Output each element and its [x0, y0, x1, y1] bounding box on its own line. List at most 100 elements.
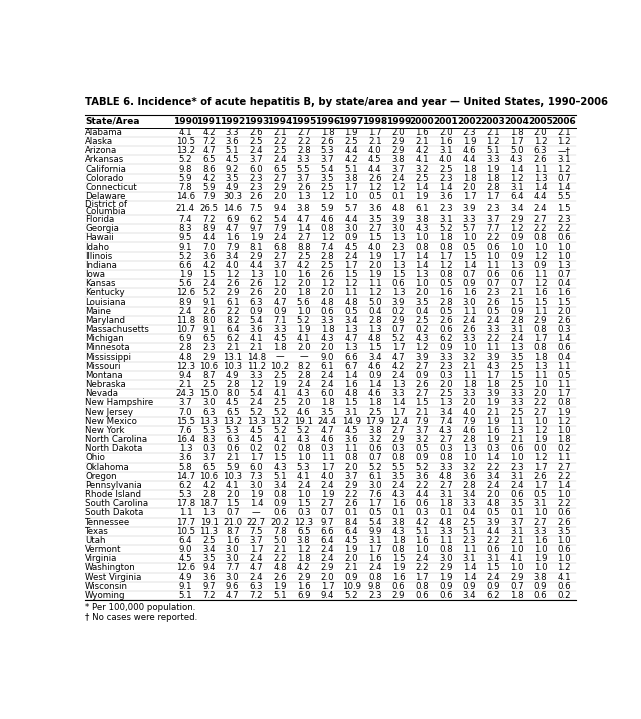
Text: 0.8: 0.8	[344, 454, 358, 462]
Text: 1.8: 1.8	[487, 174, 500, 183]
Text: 2.0: 2.0	[368, 261, 381, 270]
Text: 8.2: 8.2	[226, 316, 240, 325]
Text: 4.0: 4.0	[368, 242, 381, 252]
Text: 2.4: 2.4	[368, 564, 381, 572]
Text: 3.8: 3.8	[392, 155, 405, 165]
Text: 4.0: 4.0	[226, 261, 240, 270]
Text: 1.2: 1.2	[273, 279, 287, 288]
Text: 3.3: 3.3	[226, 128, 240, 137]
Text: 1.3: 1.3	[533, 174, 547, 183]
Text: 3.6: 3.6	[202, 572, 216, 582]
Text: 0.6: 0.6	[557, 344, 571, 352]
Text: 1.2: 1.2	[510, 174, 524, 183]
Text: 2.7: 2.7	[533, 518, 547, 526]
Text: 5.3: 5.3	[202, 426, 216, 435]
Text: 3.3: 3.3	[533, 527, 547, 536]
Text: 9.7: 9.7	[320, 518, 334, 526]
Text: 4.1: 4.1	[510, 554, 524, 563]
Text: 7.9: 7.9	[415, 417, 429, 426]
Text: 1.5: 1.5	[273, 454, 287, 462]
Text: 2.0: 2.0	[463, 398, 476, 408]
Text: 2.5: 2.5	[202, 536, 216, 545]
Text: 8.0: 8.0	[226, 389, 240, 398]
Text: 2.0: 2.0	[273, 288, 287, 298]
Text: District of: District of	[85, 201, 127, 209]
Text: 6.8: 6.8	[273, 242, 287, 252]
Text: 0.6: 0.6	[557, 582, 571, 591]
Text: 1.9: 1.9	[368, 252, 381, 261]
Text: 3.6: 3.6	[439, 192, 453, 201]
Text: 0.2: 0.2	[557, 444, 571, 453]
Text: 14.9: 14.9	[342, 417, 360, 426]
Text: 1.4: 1.4	[463, 564, 476, 572]
Text: 1.3: 1.3	[463, 444, 476, 453]
Text: 4.8: 4.8	[392, 203, 405, 213]
Text: 2.8: 2.8	[439, 298, 453, 306]
Text: 2.6: 2.6	[557, 518, 571, 526]
Text: 5.0: 5.0	[368, 298, 381, 306]
Text: 3.8: 3.8	[344, 174, 358, 183]
Text: 12.3: 12.3	[294, 518, 313, 526]
Text: 3.0: 3.0	[392, 224, 405, 233]
Text: 1.8: 1.8	[463, 174, 476, 183]
Text: 22.7: 22.7	[247, 518, 266, 526]
Text: 4.6: 4.6	[297, 408, 310, 416]
Text: 4.8: 4.8	[344, 389, 358, 398]
Text: 6.5: 6.5	[202, 155, 216, 165]
Text: 2.3: 2.3	[557, 215, 571, 224]
Text: 3.6: 3.6	[226, 137, 240, 146]
Text: 4.3: 4.3	[297, 435, 310, 444]
Text: 2.0: 2.0	[533, 389, 547, 398]
Text: 7.9: 7.9	[203, 192, 216, 201]
Text: 2.8: 2.8	[226, 380, 240, 389]
Text: 2.2: 2.2	[273, 137, 287, 146]
Text: 0.7: 0.7	[320, 508, 334, 518]
Text: 2.2: 2.2	[226, 307, 240, 316]
Text: Florida: Florida	[85, 215, 114, 224]
Text: 0.7: 0.7	[463, 270, 476, 279]
Text: 1.4: 1.4	[487, 454, 500, 462]
Text: 2.0: 2.0	[392, 128, 405, 137]
Text: 3.2: 3.2	[368, 435, 381, 444]
Text: 2005: 2005	[528, 116, 553, 126]
Text: 0.4: 0.4	[463, 508, 476, 518]
Text: 3.3: 3.3	[249, 371, 263, 380]
Text: 0.8: 0.8	[392, 454, 405, 462]
Text: 5.7: 5.7	[463, 224, 476, 233]
Text: 8.3: 8.3	[179, 224, 192, 233]
Text: 2.5: 2.5	[510, 380, 524, 389]
Text: 2.5: 2.5	[320, 261, 334, 270]
Text: 0.9: 0.9	[249, 307, 263, 316]
Text: 1.0: 1.0	[510, 454, 524, 462]
Text: 0.8: 0.8	[415, 242, 429, 252]
Text: 1.0: 1.0	[533, 242, 547, 252]
Text: 4.0: 4.0	[463, 408, 476, 416]
Text: Arkansas: Arkansas	[85, 155, 124, 165]
Text: —: —	[276, 352, 285, 362]
Text: 1999: 1999	[386, 116, 411, 126]
Text: 2.9: 2.9	[226, 288, 240, 298]
Text: 1.2: 1.2	[557, 165, 571, 173]
Text: 1.8: 1.8	[510, 128, 524, 137]
Text: 2.4: 2.4	[344, 252, 358, 261]
Text: Missouri: Missouri	[85, 362, 121, 371]
Text: 30.3: 30.3	[223, 192, 242, 201]
Text: West Virginia: West Virginia	[85, 572, 142, 582]
Text: 3.9: 3.9	[487, 352, 500, 362]
Text: 0.9: 0.9	[510, 252, 524, 261]
Text: 17.7: 17.7	[176, 518, 195, 526]
Text: 0.9: 0.9	[487, 582, 500, 591]
Text: 3.7: 3.7	[487, 215, 500, 224]
Text: 1.0: 1.0	[533, 545, 547, 554]
Text: 2.3: 2.3	[439, 174, 453, 183]
Text: Maine: Maine	[85, 307, 111, 316]
Text: 0.7: 0.7	[510, 279, 524, 288]
Text: 14.8: 14.8	[247, 352, 266, 362]
Text: 1.9: 1.9	[368, 270, 381, 279]
Text: 2.7: 2.7	[415, 362, 429, 371]
Text: 5.1: 5.1	[463, 527, 476, 536]
Text: 1.7: 1.7	[249, 545, 263, 554]
Text: Pennsylvania: Pennsylvania	[85, 481, 142, 490]
Text: 3.8: 3.8	[368, 426, 381, 435]
Text: 5.2: 5.2	[249, 408, 263, 416]
